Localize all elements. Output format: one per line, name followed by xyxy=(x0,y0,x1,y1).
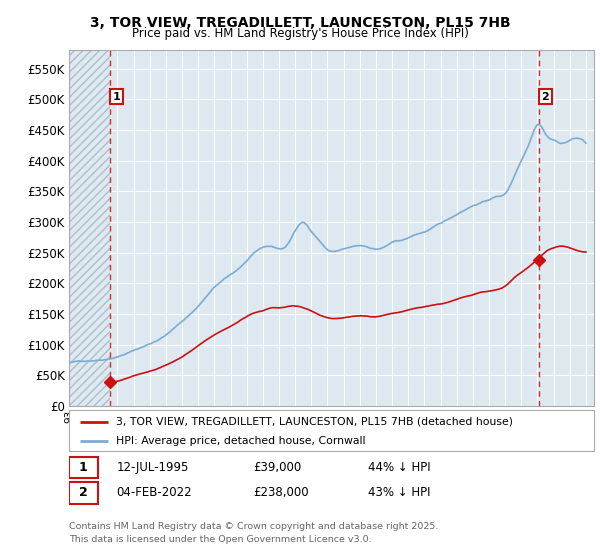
Text: 2: 2 xyxy=(79,487,88,500)
Bar xyxy=(69,50,110,406)
FancyBboxPatch shape xyxy=(69,482,98,503)
FancyBboxPatch shape xyxy=(69,457,98,478)
Text: HPI: Average price, detached house, Cornwall: HPI: Average price, detached house, Corn… xyxy=(116,436,366,446)
Text: Price paid vs. HM Land Registry's House Price Index (HPI): Price paid vs. HM Land Registry's House … xyxy=(131,27,469,40)
Text: 1: 1 xyxy=(112,92,120,101)
Text: 12-JUL-1995: 12-JUL-1995 xyxy=(116,461,188,474)
Text: 2: 2 xyxy=(541,92,549,101)
Text: £238,000: £238,000 xyxy=(253,487,308,500)
Text: Contains HM Land Registry data © Crown copyright and database right 2025.
This d: Contains HM Land Registry data © Crown c… xyxy=(69,522,439,544)
Text: 1: 1 xyxy=(79,461,88,474)
Text: £39,000: £39,000 xyxy=(253,461,301,474)
FancyBboxPatch shape xyxy=(69,410,594,451)
Text: 3, TOR VIEW, TREGADILLETT, LAUNCESTON, PL15 7HB: 3, TOR VIEW, TREGADILLETT, LAUNCESTON, P… xyxy=(89,16,511,30)
Text: 04-FEB-2022: 04-FEB-2022 xyxy=(116,487,192,500)
Text: 44% ↓ HPI: 44% ↓ HPI xyxy=(368,461,431,474)
Text: 3, TOR VIEW, TREGADILLETT, LAUNCESTON, PL15 7HB (detached house): 3, TOR VIEW, TREGADILLETT, LAUNCESTON, P… xyxy=(116,417,513,427)
Text: 43% ↓ HPI: 43% ↓ HPI xyxy=(368,487,431,500)
